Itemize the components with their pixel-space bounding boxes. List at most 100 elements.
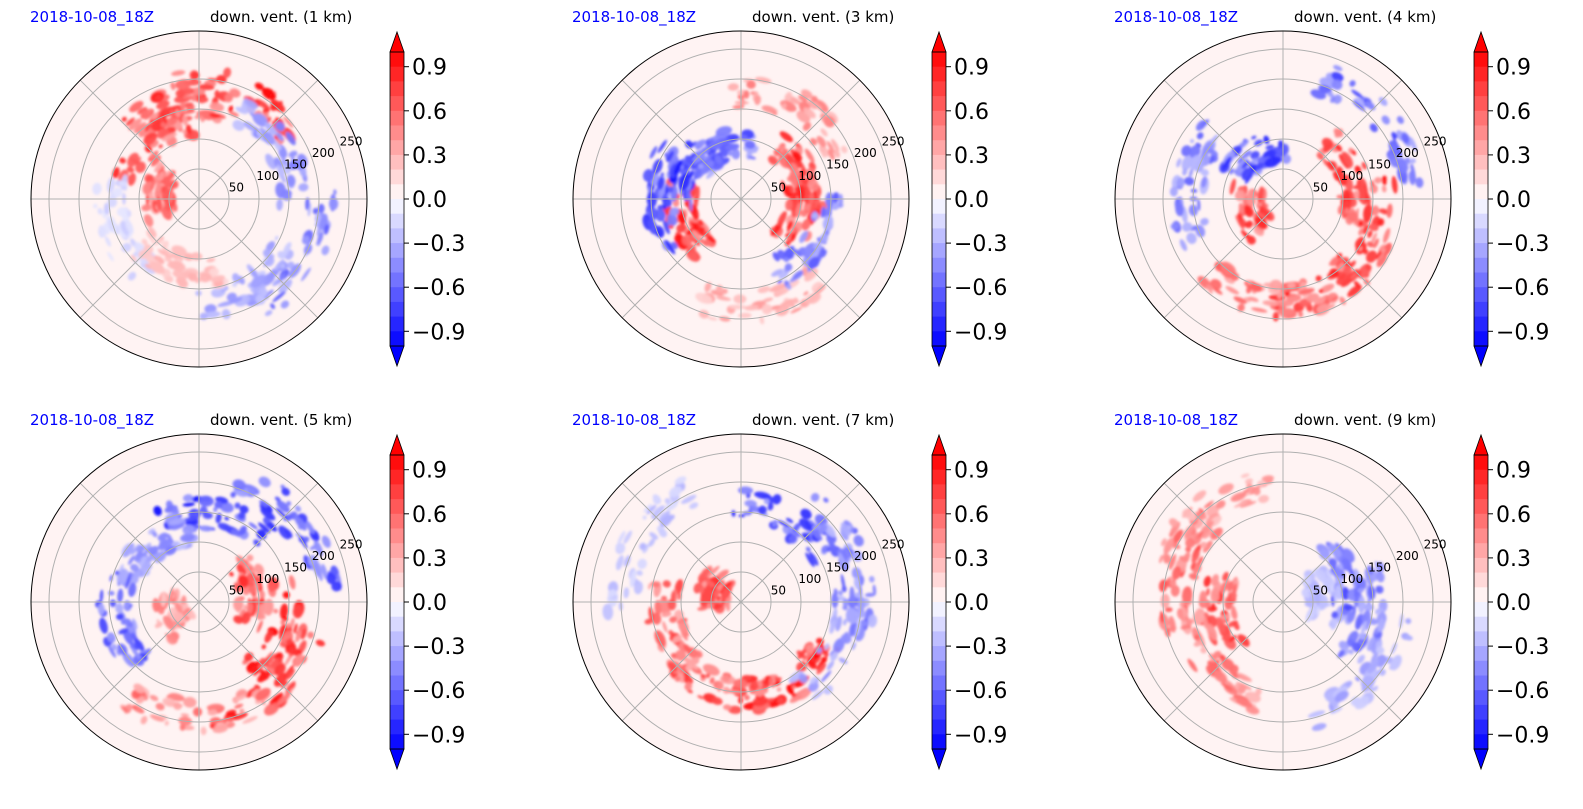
- field-feature: [655, 208, 666, 222]
- field-feature: [678, 618, 689, 634]
- field-feature: [162, 615, 176, 631]
- field-feature: [249, 268, 258, 278]
- colorbar-extend-min: [931, 748, 947, 771]
- field-feature: [1381, 115, 1390, 125]
- field-feature: [1253, 222, 1265, 233]
- colorbar-level: [390, 66, 404, 82]
- field-feature: [1254, 139, 1263, 147]
- field-feature: [772, 519, 778, 527]
- field-feature: [657, 139, 667, 154]
- field-feature: [257, 609, 263, 621]
- field-feature: [1286, 282, 1296, 289]
- colorbar-level: [932, 572, 946, 588]
- field-feature: [700, 160, 715, 175]
- field-feature: [281, 681, 289, 689]
- field-feature: [867, 614, 878, 628]
- field-feature: [172, 270, 189, 280]
- field-feature: [284, 528, 293, 538]
- field-feature: [121, 706, 129, 712]
- field-feature: [715, 126, 733, 137]
- field-feature: [1197, 556, 1204, 566]
- field-feature: [1388, 140, 1400, 156]
- colorbar-level: [390, 572, 404, 588]
- field-feature: [804, 180, 808, 185]
- field-feature: [118, 628, 129, 635]
- field-feature: [826, 140, 835, 154]
- colorbar-level: [932, 272, 946, 288]
- field-feature: [293, 623, 298, 634]
- polar-plot: 50 100 150 200 250: [572, 30, 910, 368]
- field-feature: [1211, 574, 1220, 586]
- field-feature: [185, 124, 192, 135]
- field-feature: [1334, 690, 1349, 702]
- colorbar-level: [1474, 287, 1488, 303]
- field-feature: [241, 611, 251, 625]
- field-feature: [1233, 501, 1248, 508]
- colorbar-level: [932, 81, 946, 97]
- field-feature: [843, 618, 847, 626]
- field-feature: [259, 500, 269, 508]
- field-feature: [1409, 136, 1417, 152]
- colorbar-level: [1474, 52, 1488, 68]
- colorbar-level: [932, 499, 946, 515]
- colorbar-level: [932, 316, 946, 332]
- chart-date-label: 2018-10-08_18Z: [1114, 8, 1239, 26]
- field-feature: [278, 626, 286, 640]
- field-feature: [617, 530, 626, 545]
- colorbar-tick-label: −0.3: [1496, 635, 1549, 660]
- field-feature: [1375, 571, 1385, 583]
- colorbar-tick-label: 0.0: [412, 591, 447, 616]
- field-feature: [1366, 636, 1377, 651]
- field-feature: [1319, 283, 1335, 294]
- field-feature: [1220, 682, 1233, 691]
- field-feature: [1335, 585, 1343, 600]
- field-feature: [145, 263, 152, 270]
- colorbar-extend-min: [1473, 345, 1489, 368]
- field-feature: [798, 95, 808, 103]
- field-feature: [92, 182, 102, 195]
- field-feature: [808, 681, 819, 692]
- field-feature: [1405, 618, 1412, 625]
- field-feature: [776, 697, 785, 705]
- colorbar: 0.9 0.6 0.3 0.0 −0.3 −0.6 −0.9: [1473, 30, 1549, 368]
- field-feature: [1170, 585, 1180, 597]
- field-feature: [176, 602, 184, 617]
- field-feature: [1200, 541, 1208, 549]
- field-feature: [260, 507, 276, 521]
- colorbar-level: [932, 66, 946, 82]
- field-feature: [671, 241, 678, 250]
- field-feature: [607, 589, 616, 598]
- field-feature: [286, 501, 292, 506]
- field-feature: [814, 99, 829, 113]
- colorbar-level: [932, 96, 946, 112]
- field-feature: [160, 591, 167, 607]
- field-feature: [1315, 275, 1322, 282]
- field-feature: [785, 198, 793, 211]
- field-feature: [1378, 97, 1388, 106]
- field-feature: [1366, 241, 1374, 248]
- field-feature: [116, 207, 128, 217]
- polar-grid: [573, 434, 909, 770]
- colorbar-level: [390, 316, 404, 332]
- colorbar-level: [390, 52, 404, 68]
- colorbar-level: [390, 184, 404, 200]
- chart-panel: 2018-10-08_18Z down. vent. (4 km) 50 100 150…: [1084, 0, 1583, 400]
- field-feature: [1237, 303, 1245, 312]
- colorbar-level: [390, 675, 404, 691]
- field-feature: [807, 99, 819, 110]
- field-feature: [691, 229, 701, 241]
- radial-tick-label: 200: [1396, 146, 1419, 160]
- field-feature: [1203, 500, 1214, 509]
- colorbar-level: [1474, 675, 1488, 691]
- field-feature: [809, 676, 817, 684]
- field-feature: [1347, 284, 1362, 298]
- field-feature: [825, 192, 834, 208]
- field-feature: [120, 220, 130, 236]
- field-feature: [138, 556, 148, 567]
- colorbar-level: [932, 154, 946, 170]
- field-feature: [1171, 529, 1184, 545]
- field-feature: [1333, 94, 1342, 104]
- field-feature: [789, 694, 802, 703]
- field-feature: [849, 586, 855, 605]
- field-feature: [815, 284, 825, 292]
